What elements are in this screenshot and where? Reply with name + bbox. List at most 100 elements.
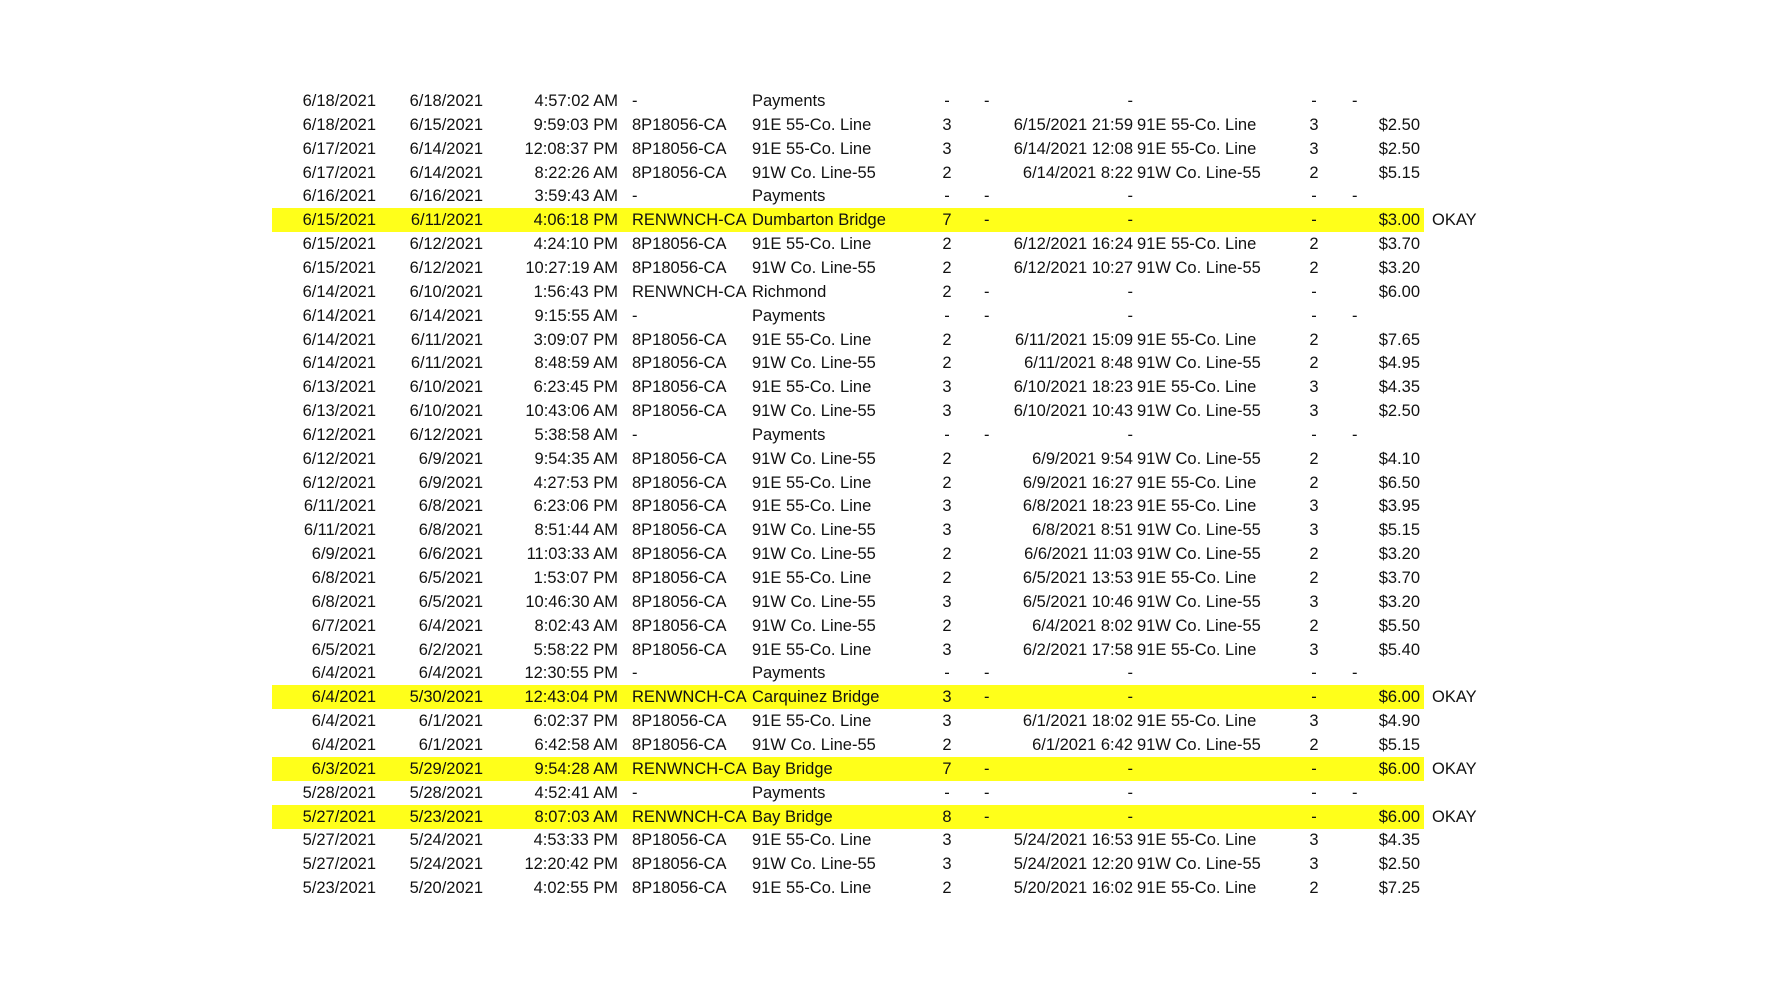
tag-id-cell: 8P18056-CA <box>632 354 727 373</box>
posted-date-cell: 6/15/2021 <box>302 235 376 254</box>
table-row: 6/4/2021 6/1/2021 6:02:37 PM 8P18056-CA 91E … <box>272 709 1424 733</box>
table-row: 6/4/2021 6/4/2021 12:30:55 PM - Payments - - - -… <box>272 661 1424 685</box>
exit-axles-cell: 2 <box>1309 569 1319 587</box>
axles-cell: 3 <box>942 402 952 421</box>
tag-id-cell: 8P18056-CA <box>632 235 727 254</box>
transaction-date-cell: 6/4/2021 <box>418 664 483 683</box>
entry-location-cell: 91W Co. Line-55 <box>752 449 876 468</box>
posted-date-cell: 6/4/2021 <box>311 735 376 754</box>
amount-cell: $6.00 <box>1378 759 1420 778</box>
amount-cell: $3.20 <box>1378 258 1420 277</box>
exit-axles-cell: 3 <box>1309 115 1319 134</box>
status-note: OKAY <box>1432 759 1477 778</box>
exit-location-cell: 91W Co. Line-55 <box>1137 163 1261 182</box>
exit-location-cell: 91E 55-Co. Line <box>1137 330 1257 349</box>
table-row: 6/14/2021 6/14/2021 9:15:55 AM - Payments - - -… <box>272 304 1424 328</box>
exit-location-cell: 91W Co. Line-55 <box>1137 616 1261 635</box>
exit-axles-cell: 2 <box>1309 235 1319 254</box>
posted-date-cell: 6/11/2021 <box>303 497 376 516</box>
entry-dash-cell: - <box>984 783 990 802</box>
highlighted-table-row: 5/27/2021 5/23/2021 8:07:03 AM RENWNCH-CA Ba… <box>272 804 1424 829</box>
axles-cell: 2 <box>942 449 952 468</box>
transaction-time-cell: 8:22:26 AM <box>534 163 618 182</box>
table-row: 6/8/2021 6/5/2021 10:46:30 AM 8P18056-CA 91W… <box>272 590 1424 614</box>
entry-location-cell: 91W Co. Line-55 <box>752 402 876 421</box>
posted-date-cell: 6/5/2021 <box>311 640 376 659</box>
amount-cell: $3.20 <box>1378 592 1420 611</box>
exit-location-cell: 91E 55-Co. Line <box>1137 497 1257 516</box>
axles-cell: 3 <box>942 497 952 516</box>
entry-location-cell: 91W Co. Line-55 <box>752 258 876 277</box>
entry-location-cell: 91W Co. Line-55 <box>752 616 876 635</box>
exit-dash-cell: - <box>1352 187 1358 206</box>
transaction-time-cell: 5:38:58 AM <box>534 425 618 444</box>
transaction-time-cell: 8:51:44 AM <box>534 521 618 540</box>
exit-datetime-cell: 6/8/2021 8:51 <box>1032 521 1133 540</box>
exit-location-cell: 91W Co. Line-55 <box>1137 449 1261 468</box>
transaction-time-cell: 3:59:43 AM <box>534 187 618 206</box>
exit-datetime-cell: 6/4/2021 8:02 <box>1032 616 1133 635</box>
axles-cell: 3 <box>942 139 952 158</box>
posted-date-cell: 6/8/2021 <box>311 592 376 611</box>
axles-cell: 2 <box>942 163 952 182</box>
amount-cell: $6.00 <box>1378 688 1420 707</box>
tag-id-cell: 8P18056-CA <box>632 855 727 874</box>
exit-datetime-cell: 6/14/2021 8:22 <box>1022 163 1133 182</box>
transaction-time-cell: 10:43:06 AM <box>525 402 618 421</box>
exit-axles-cell: 2 <box>1309 258 1319 277</box>
table-row: 6/18/2021 6/15/2021 9:59:03 PM 8P18056-CA 91… <box>272 113 1424 137</box>
amount-cell: $5.15 <box>1378 735 1420 754</box>
transaction-time-cell: 12:20:42 PM <box>524 855 618 874</box>
tag-id-cell: - <box>632 425 638 444</box>
tag-id-cell: 8P18056-CA <box>632 473 727 492</box>
transaction-date-cell: 5/28/2021 <box>409 783 483 802</box>
transaction-date-cell: 6/14/2021 <box>409 306 483 325</box>
transaction-time-cell: 8:48:59 AM <box>534 354 618 373</box>
exit-datetime-cell: - <box>1127 211 1134 230</box>
entry-location-cell: Carquinez Bridge <box>752 688 880 707</box>
posted-date-cell: 6/12/2021 <box>302 425 376 444</box>
transaction-time-cell: 9:15:55 AM <box>534 306 618 325</box>
transaction-date-cell: 5/20/2021 <box>409 879 483 898</box>
axles-cell: - <box>944 92 950 110</box>
table-row: 6/12/2021 6/9/2021 4:27:53 PM 8P18056-CA 91E… <box>272 471 1424 495</box>
entry-location-cell: 91E 55-Co. Line <box>752 712 872 731</box>
axles-cell: 3 <box>942 592 952 611</box>
posted-date-cell: 6/11/2021 <box>303 521 376 540</box>
transaction-date-cell: 6/18/2021 <box>409 92 483 110</box>
entry-location-cell: 91W Co. Line-55 <box>752 545 876 564</box>
amount-cell: $4.95 <box>1378 354 1420 373</box>
table-row: 6/12/2021 6/12/2021 5:38:58 AM - Payments - - -… <box>272 423 1424 447</box>
exit-axles-cell: - <box>1311 664 1317 683</box>
tag-id-cell: 8P18056-CA <box>632 545 727 564</box>
exit-datetime-cell: 6/10/2021 10:43 <box>1013 402 1133 421</box>
tag-id-cell: 8P18056-CA <box>632 163 727 182</box>
posted-date-cell: 6/12/2021 <box>302 473 376 492</box>
transaction-time-cell: 8:02:43 AM <box>534 616 618 635</box>
tag-id-cell: 8P18056-CA <box>632 497 727 516</box>
axles-cell: 3 <box>942 688 952 707</box>
exit-location-cell: 91W Co. Line-55 <box>1137 735 1261 754</box>
table-row: 6/14/2021 6/10/2021 1:56:43 PM RENWNCH-CA Ri… <box>272 280 1424 304</box>
tag-id-cell: 8P18056-CA <box>632 879 727 898</box>
exit-dash-cell: - <box>1352 306 1358 325</box>
exit-location-cell: 91E 55-Co. Line <box>1137 378 1257 397</box>
tag-id-cell: 8P18056-CA <box>632 616 727 635</box>
transaction-date-cell: 6/5/2021 <box>418 592 483 611</box>
table-row: 6/15/2021 6/12/2021 10:27:19 AM 8P18056-CA 9… <box>272 256 1424 280</box>
tag-id-cell: 8P18056-CA <box>632 258 727 277</box>
transaction-date-cell: 6/12/2021 <box>409 235 483 254</box>
exit-datetime-cell: 6/5/2021 13:53 <box>1022 569 1133 587</box>
entry-location-cell: 91E 55-Co. Line <box>752 115 872 134</box>
axles-cell: 7 <box>942 211 952 230</box>
tag-id-cell: 8P18056-CA <box>632 449 727 468</box>
transaction-time-cell: 4:02:55 PM <box>533 879 618 898</box>
exit-datetime-cell: - <box>1127 759 1134 778</box>
entry-location-cell: Payments <box>752 425 826 444</box>
transaction-time-cell: 4:53:33 PM <box>533 831 618 850</box>
posted-date-cell: 6/16/2021 <box>302 187 376 206</box>
transaction-date-cell: 6/14/2021 <box>409 139 483 158</box>
axles-cell: 3 <box>942 712 952 731</box>
transaction-date-cell: 6/6/2021 <box>418 545 483 564</box>
axles-cell: 2 <box>942 473 952 492</box>
